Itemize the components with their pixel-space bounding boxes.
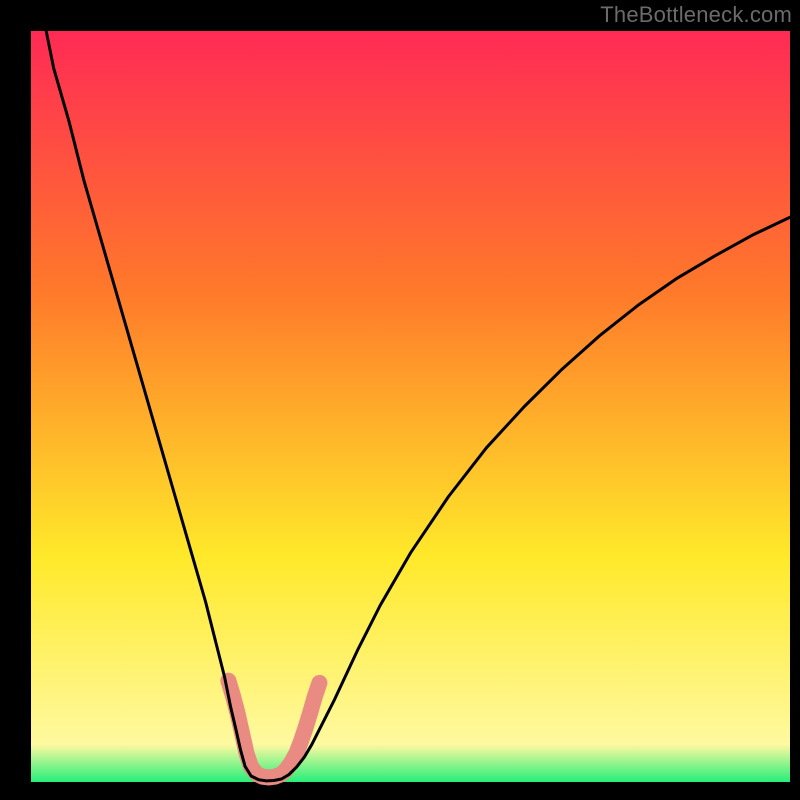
watermark-text: TheBottleneck.com bbox=[600, 2, 792, 28]
chart-frame: TheBottleneck.com bbox=[0, 0, 800, 800]
chart-svg bbox=[31, 31, 790, 782]
plot-area bbox=[31, 31, 790, 782]
